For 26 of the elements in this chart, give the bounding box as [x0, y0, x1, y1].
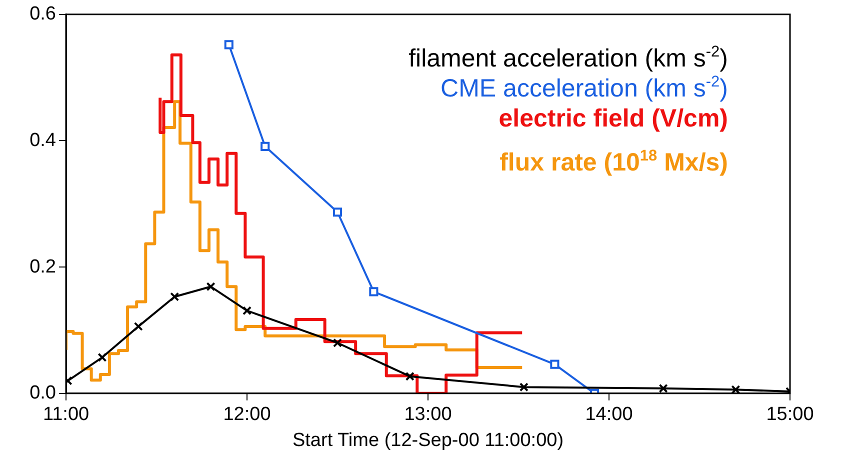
- point: [369, 287, 378, 296]
- point: [332, 208, 342, 217]
- y-tick-label: 0.0: [30, 382, 56, 404]
- x-tick-label: 12:00: [223, 404, 271, 426]
- point: [550, 360, 560, 369]
- point: [405, 372, 414, 381]
- point: [519, 382, 528, 392]
- point: [260, 142, 270, 151]
- point: [170, 292, 180, 302]
- x-tick-label: 11:00: [42, 404, 90, 426]
- x-tick-label: 14:00: [585, 404, 633, 426]
- point: [134, 322, 143, 331]
- x-tick-label: 15:00: [766, 404, 814, 426]
- point: [658, 384, 668, 393]
- x-axis-title: Start Time (12-Sep-00 11:00:00): [292, 430, 564, 451]
- y-tick-label: 0.6: [30, 4, 56, 25]
- point: [98, 352, 107, 362]
- y-tick-label: 0.4: [30, 130, 56, 151]
- x-tick-label: 13:00: [404, 404, 452, 426]
- y-tick-label: 0.2: [30, 256, 56, 278]
- point: [332, 338, 342, 348]
- point: [206, 282, 216, 292]
- point: [242, 306, 252, 316]
- text: electric field (V/cm): [498, 104, 728, 132]
- point: [731, 385, 740, 394]
- point: [224, 40, 234, 50]
